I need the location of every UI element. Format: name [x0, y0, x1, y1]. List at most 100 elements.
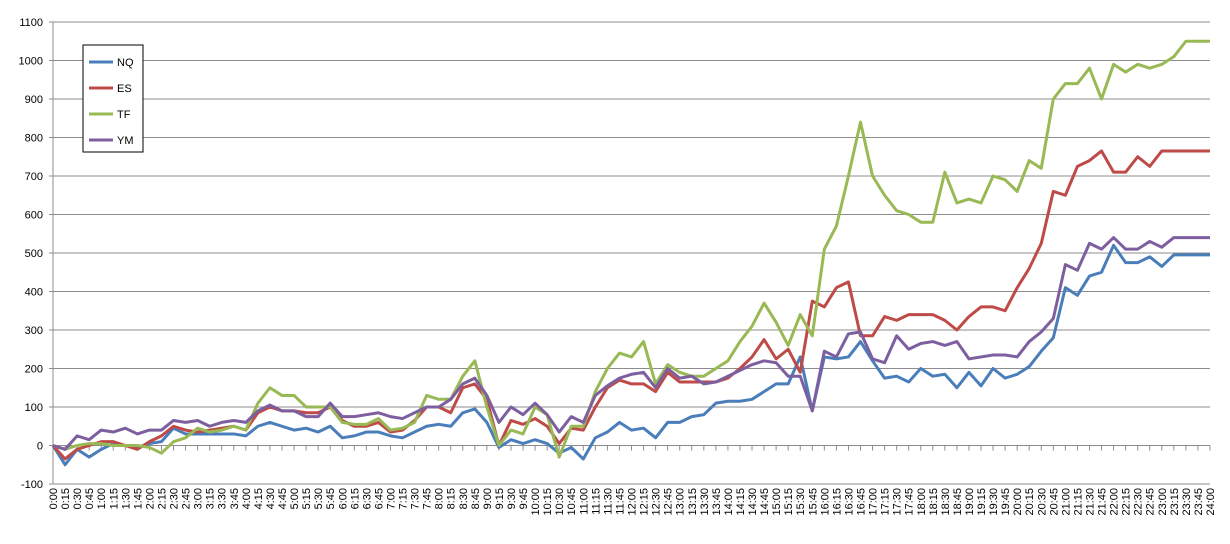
- x-tick-label: 22:30: [1133, 488, 1145, 516]
- x-tick-label: 4:45: [277, 488, 289, 509]
- y-tick-label: 600: [25, 210, 43, 222]
- x-tick-label: 15:30: [795, 488, 807, 516]
- x-tick-label: 9:45: [518, 488, 530, 509]
- x-tick-label: 21:30: [1084, 488, 1096, 516]
- x-tick-label: 0:00: [48, 488, 60, 509]
- x-tick-label: 11:30: [602, 488, 614, 515]
- x-tick-label: 17:30: [892, 488, 904, 516]
- x-tick-label: 13:30: [699, 488, 711, 516]
- y-tick-label: 500: [25, 248, 43, 260]
- x-tick-label: 9:00: [482, 488, 494, 509]
- x-tick-label: 18:00: [916, 488, 928, 516]
- x-tick-label: 1:00: [96, 488, 108, 509]
- x-tick-label: 13:00: [675, 488, 687, 516]
- x-tick-label: 16:00: [819, 488, 831, 516]
- legend-label: TF: [117, 109, 131, 121]
- x-tick-label: 19:45: [1000, 488, 1012, 516]
- x-tick-label: 15:00: [771, 488, 783, 516]
- x-tick-label: 14:30: [747, 488, 759, 516]
- y-tick-label: 100: [25, 402, 43, 414]
- x-tick-label: 20:45: [1048, 488, 1060, 516]
- x-tick-label: 12:30: [651, 488, 663, 516]
- x-tick-label: 1:15: [108, 488, 120, 509]
- y-tick-label: 300: [25, 325, 43, 337]
- series-line: [52, 236, 1210, 451]
- x-tick-label: 23:45: [1193, 488, 1205, 516]
- x-tick-label: 3:15: [205, 488, 217, 509]
- x-tick-label: 23:30: [1181, 488, 1193, 516]
- y-tick-label: 200: [25, 364, 43, 376]
- x-tick-label: 23:00: [1157, 488, 1169, 516]
- x-tick-label: 7:45: [422, 488, 434, 509]
- x-tick-label: 6:00: [337, 488, 349, 509]
- x-tick-label: 5:00: [289, 488, 301, 509]
- y-tick-label: 1100: [19, 17, 43, 29]
- x-tick-label: 19:15: [976, 488, 988, 516]
- x-tick-label: 5:15: [301, 488, 313, 509]
- x-tick-label: 2:30: [169, 488, 181, 509]
- x-tick-label: 14:15: [735, 488, 747, 516]
- x-tick-label: 17:00: [868, 488, 880, 516]
- x-tick-label: 21:00: [1060, 488, 1072, 516]
- x-tick-label: 16:30: [843, 488, 855, 516]
- x-tick-label: 15:45: [807, 488, 819, 516]
- x-tick-label: 10:15: [542, 488, 554, 516]
- x-tick-label: 7:15: [398, 488, 410, 509]
- x-tick-label: 9:15: [494, 488, 506, 509]
- legend-label: ES: [117, 83, 132, 95]
- x-tick-label: 0:15: [60, 488, 72, 509]
- y-tick-label: 900: [25, 94, 43, 106]
- x-tick-label: 5:45: [325, 488, 337, 509]
- x-tick-label: 3:00: [193, 488, 205, 509]
- x-tick-label: 3:30: [217, 488, 229, 509]
- x-tick-label: 4:15: [253, 488, 265, 509]
- x-tick-label: 6:30: [361, 488, 373, 509]
- x-tick-label: 16:45: [855, 488, 867, 516]
- x-tick-label: 19:30: [988, 488, 1000, 516]
- y-tick-label: 700: [25, 171, 43, 183]
- y-tick-label: 1000: [19, 56, 43, 68]
- x-tick-label: 6:45: [373, 488, 385, 509]
- series-line: [52, 39, 1210, 459]
- x-tick-label: 3:45: [229, 488, 241, 509]
- y-tick-label: -100: [21, 479, 43, 491]
- y-tick-label: 800: [25, 133, 43, 145]
- x-tick-label: 0:45: [84, 488, 96, 509]
- x-tick-label: 23:15: [1169, 488, 1181, 516]
- x-tick-label: 2:00: [144, 488, 156, 509]
- x-tick-label: 18:15: [928, 488, 940, 516]
- x-tick-label: 8:30: [458, 488, 470, 509]
- legend-label: NQ: [117, 57, 134, 69]
- x-tick-label: 0:30: [72, 488, 84, 509]
- x-tick-label: 14:45: [759, 488, 771, 516]
- x-tick-label: 18:45: [952, 488, 964, 516]
- x-tick-label: 4:00: [241, 488, 253, 509]
- x-tick-label: 11:00: [578, 488, 590, 515]
- x-tick-label: 22:45: [1145, 488, 1157, 516]
- x-tick-label: 8:15: [446, 488, 458, 509]
- x-tick-label: 8:00: [434, 488, 446, 509]
- x-tick-label: 22:15: [1121, 488, 1133, 516]
- x-tick-label: 20:00: [1012, 488, 1024, 516]
- x-tick-label: 13:15: [687, 488, 699, 516]
- x-tick-label: 12:15: [639, 488, 651, 516]
- x-tick-label: 19:00: [964, 488, 976, 516]
- x-tick-label: 1:45: [132, 488, 144, 509]
- x-tick-label: 21:45: [1097, 488, 1109, 516]
- y-tick-label: 0: [37, 441, 43, 453]
- x-tick-label: 15:15: [783, 488, 795, 516]
- x-tick-label: 5:30: [313, 488, 325, 509]
- x-tick-label: 9:30: [506, 488, 518, 509]
- x-tick-label: 16:15: [831, 488, 843, 516]
- x-tick-label: 20:15: [1024, 488, 1036, 516]
- x-tick-label: 10:30: [554, 488, 566, 516]
- x-tick-label: 17:45: [904, 488, 916, 516]
- x-tick-label: 24:00: [1205, 488, 1217, 516]
- x-tick-label: 1:30: [120, 488, 132, 509]
- x-tick-label: 17:15: [880, 488, 892, 516]
- x-tick-label: 20:30: [1036, 488, 1048, 516]
- x-tick-label: 11:15: [590, 488, 602, 515]
- x-tick-label: 6:15: [349, 488, 361, 509]
- x-tick-label: 21:15: [1072, 488, 1084, 516]
